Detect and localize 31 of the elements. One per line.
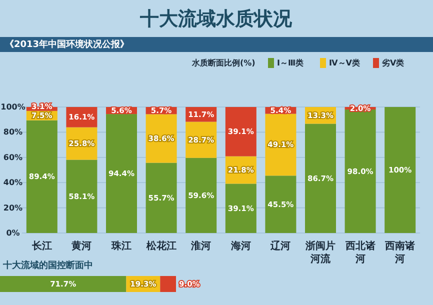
x-tick-label: 西南诸河 bbox=[385, 240, 416, 266]
x-tick-label: 浙闽片河流 bbox=[305, 240, 336, 266]
legend-label: Ⅰ～Ⅲ类 bbox=[277, 58, 304, 68]
chart-subtitle: 《2013年中国环境状况公报》 bbox=[5, 39, 130, 50]
legend-label: 劣Ⅴ类 bbox=[381, 58, 404, 68]
chart-title: 十大流域的国控断面中 bbox=[2, 260, 93, 271]
bar bbox=[106, 114, 137, 233]
x-tick-label: 珠江 bbox=[110, 240, 132, 253]
legend-label: Ⅳ～Ⅴ类 bbox=[329, 58, 360, 68]
bar bbox=[186, 158, 217, 233]
chart-title: 十大流域水质状况 bbox=[139, 8, 293, 30]
legend-title: 水质断面比例(%) bbox=[191, 58, 256, 68]
x-tick-label: 辽河 bbox=[270, 240, 292, 253]
bar bbox=[384, 107, 416, 233]
x-tick-label: 淮河 bbox=[190, 240, 212, 253]
y-tick-label: 100% bbox=[0, 102, 26, 112]
bar bbox=[344, 110, 376, 233]
bar bbox=[146, 162, 177, 233]
y-tick-label: 80% bbox=[3, 128, 23, 137]
x-tick-label: 长江 bbox=[30, 240, 53, 253]
bar bbox=[305, 124, 336, 233]
y-tick-label: 60% bbox=[3, 152, 23, 162]
x-tick-label: 黄河 bbox=[70, 240, 93, 253]
y-tick-label: 0% bbox=[6, 228, 20, 238]
bar bbox=[66, 160, 98, 233]
x-tick-label: 西北诸河 bbox=[345, 240, 376, 266]
bar bbox=[26, 120, 58, 233]
y-tick-label: 40% bbox=[3, 178, 23, 188]
y-tick-label: 20% bbox=[3, 203, 23, 212]
x-tick-label: 松花江 bbox=[146, 240, 176, 253]
x-tick-label: 海河 bbox=[230, 240, 252, 253]
